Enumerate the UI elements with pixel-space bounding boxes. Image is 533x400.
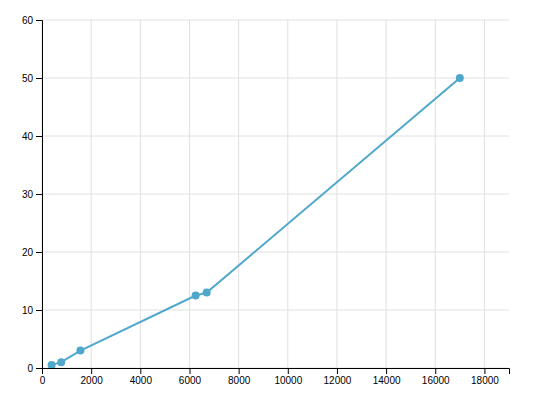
- x-tick-label: 12000: [324, 375, 352, 386]
- y-axis-line: [36, 21, 43, 369]
- grid: [42, 20, 509, 368]
- chart-svg: 0 2000 4000 6000 8000 10000 12000 14000 16000 180…: [0, 0, 533, 400]
- point: [203, 289, 211, 297]
- y-grid-line: [42, 20, 509, 21]
- x-tick-mark: [288, 368, 289, 374]
- point: [48, 361, 56, 368]
- y-tick-mark: [36, 20, 42, 21]
- point: [57, 358, 65, 366]
- y-grid-line: [42, 194, 509, 195]
- x-tick-mark: [435, 368, 436, 374]
- x-tick: 14000: [373, 368, 401, 386]
- y-grid-line: [42, 78, 509, 79]
- x-tick: 8000: [228, 368, 251, 386]
- x-tick-label: 18000: [471, 375, 499, 386]
- x-tick-label: 2000: [81, 375, 104, 386]
- y-tick: 30: [22, 189, 42, 200]
- y-tick-mark: [36, 78, 42, 79]
- y-axis: 0 10 20 30 40 50 60: [22, 15, 43, 374]
- point: [192, 292, 200, 300]
- y-tick: 40: [22, 131, 42, 142]
- x-tick-mark: [189, 368, 190, 374]
- x-tick-mark: [386, 368, 387, 374]
- line: [52, 78, 460, 365]
- x-tick-mark: [140, 368, 141, 374]
- y-tick: 60: [22, 15, 42, 26]
- x-axis-line: [43, 369, 510, 375]
- x-tick-label: 10000: [274, 375, 302, 386]
- y-tick-mark: [36, 136, 42, 137]
- x-tick-label: 8000: [228, 375, 251, 386]
- y-tick-label: 20: [22, 247, 34, 258]
- point: [456, 74, 464, 82]
- x-tick: 2000: [81, 368, 104, 386]
- marks: [48, 74, 464, 368]
- x-tick-label: 0: [40, 375, 46, 386]
- x-tick-mark: [337, 368, 338, 374]
- y-tick-label: 30: [22, 189, 34, 200]
- y-tick-mark: [36, 194, 42, 195]
- y-tick: 20: [22, 247, 42, 258]
- x-tick: 16000: [422, 368, 450, 386]
- x-tick: 0: [40, 368, 46, 386]
- y-tick-label: 40: [22, 131, 34, 142]
- x-tick-label: 14000: [373, 375, 401, 386]
- y-tick-label: 60: [22, 15, 34, 26]
- x-tick: 12000: [324, 368, 352, 386]
- x-tick-label: 16000: [422, 375, 450, 386]
- x-tick: 6000: [179, 368, 202, 386]
- y-grid-line: [42, 136, 509, 137]
- x-tick-mark: [239, 368, 240, 374]
- y-grid-line: [42, 252, 509, 253]
- y-tick-mark: [36, 310, 42, 311]
- x-tick: 4000: [130, 368, 153, 386]
- y-tick: 0: [27, 363, 42, 374]
- y-tick-label: 10: [22, 305, 34, 316]
- point: [76, 347, 84, 355]
- x-tick: 18000: [471, 368, 499, 386]
- x-tick-label: 4000: [130, 375, 153, 386]
- x-tick-mark: [91, 368, 92, 374]
- plot-area: 0 2000 4000 6000 8000 10000 12000 14000 16000 180…: [22, 15, 510, 386]
- y-grid-line: [42, 310, 509, 311]
- y-tick-mark: [36, 252, 42, 253]
- x-tick-label: 6000: [179, 375, 202, 386]
- x-axis: 0 2000 4000 6000 8000 10000 12000 14000 16000 180…: [40, 368, 510, 386]
- y-tick: 10: [22, 305, 42, 316]
- y-tick-mark: [36, 368, 42, 369]
- x-tick: 10000: [274, 368, 302, 386]
- x-tick-mark: [484, 368, 485, 374]
- y-tick-label: 0: [27, 363, 33, 374]
- y-tick-label: 50: [22, 73, 34, 84]
- y-tick: 50: [22, 73, 42, 84]
